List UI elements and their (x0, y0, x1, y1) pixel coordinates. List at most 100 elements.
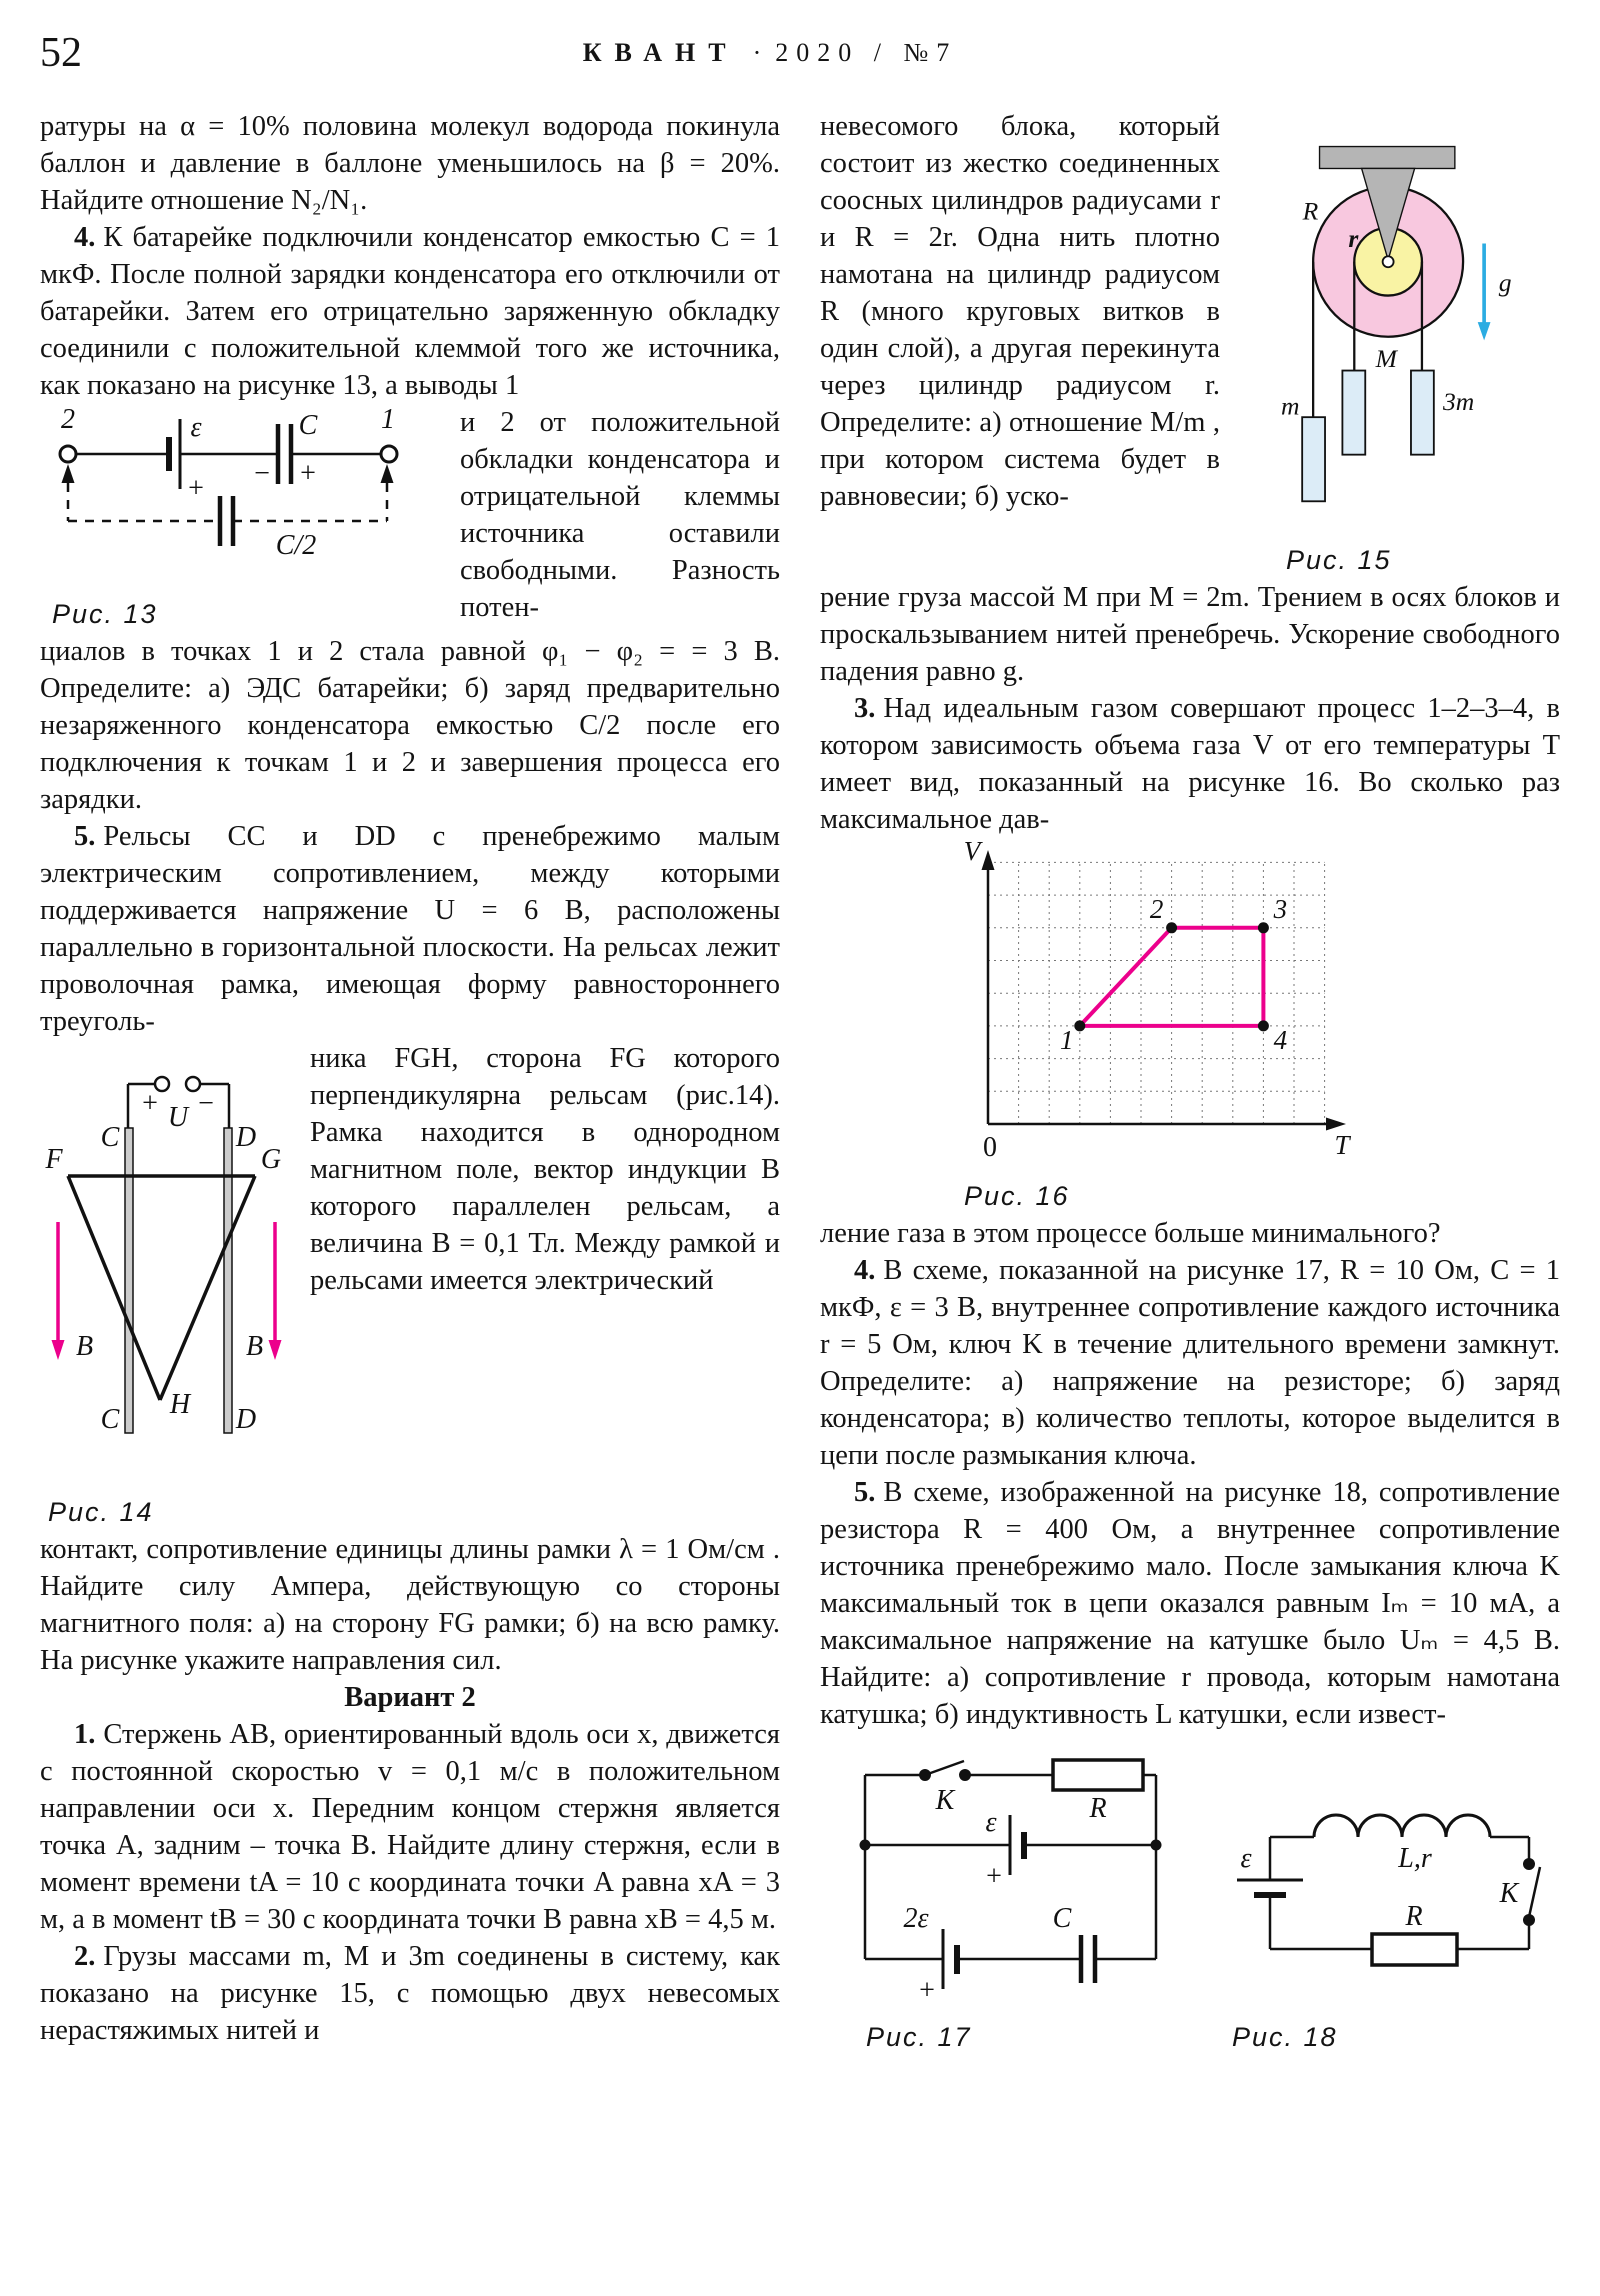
y-axis-label: V (964, 838, 984, 866)
header-separator: · (752, 38, 762, 67)
problem-number: 3. (854, 693, 876, 724)
inductor-coil (1312, 1813, 1492, 1838)
figure-13-row: 2 1 ε + − + C C/2 Рис. 13 и 2 от положит… (40, 404, 780, 633)
ceiling-bar (1318, 145, 1456, 170)
vertex-g-label: G (261, 1144, 281, 1175)
resistor-R-label: R (1088, 1793, 1106, 1824)
axis-arrow-right-icon (1326, 1117, 1346, 1131)
fig13-circuit-diagram: 2 1 ε + − + C C/2 (58, 404, 399, 561)
running-head: КВАНТ · 2020 / №7 (370, 38, 1170, 68)
figure-15: R r g m M 3m Рис. 15 (1240, 108, 1560, 579)
journal-issue: 2020 / №7 (775, 38, 958, 67)
capacitor-minus-label: − (254, 458, 270, 489)
problem-5-left: 5. Рельсы CC и DD с пренебрежимо малым эл… (40, 818, 780, 1040)
problem-5-continuation: контакт, сопротивление единицы длины рам… (40, 1534, 780, 1676)
capacitor-c-label: C (299, 410, 318, 441)
field-b-right-label: B (246, 1331, 263, 1362)
journal-title: КВАНТ (582, 38, 739, 67)
figure-13-caption: Рис. 13 (52, 599, 158, 629)
figure-13: 2 1 ε + − + C C/2 Рис. 13 (40, 404, 440, 633)
problem-5-right: 5. В схеме, изображенной на рисунке 18, с… (820, 1474, 1560, 1733)
radius-R-label: R (1302, 197, 1319, 226)
problem-number: 1. (74, 1719, 96, 1750)
problem-text: Над идеальным газом совершают процесс 1–… (820, 693, 1560, 835)
problem-text: Стержень AB, ориентированный вдоль оси x… (40, 1719, 780, 1935)
mass-m-label: m (1281, 391, 1299, 420)
problem-number: 4. (74, 222, 96, 253)
source-terminal-minus (184, 1075, 202, 1093)
switch-K (919, 1759, 971, 1781)
rail-c-bottom-label: C (101, 1404, 120, 1435)
fig16-plot: 1 2 3 4 V T 0 (964, 838, 1352, 1163)
terminal-2-label: 2 (61, 404, 75, 435)
right-column: невесомого блока, который состоит из жес… (820, 108, 1560, 2056)
rail-d-bottom-label: D (235, 1404, 256, 1435)
page-header: 52 КВАНТ · 2020 / №7 (40, 30, 1580, 96)
page-number: 52 (40, 30, 82, 76)
problem-text: Рельсы CC и DD с пренебрежимо малым элек… (40, 821, 780, 1037)
mass-3m-label: 3m (1442, 387, 1474, 416)
problem-4-continuation: циалов в точках 1 и 2 стала равной φ₁ − … (40, 636, 780, 815)
arrow-up-icon (61, 464, 75, 483)
strings (1312, 261, 1424, 418)
problem-5-wrap-text: ника FGH, сторона FG которого перпендику… (310, 1043, 780, 1296)
problem-number: 5. (854, 1477, 876, 1508)
terminal-1-label: 1 (381, 404, 395, 435)
emf-label: ε (1240, 1843, 1251, 1874)
rail-d-top-label: D (235, 1122, 256, 1153)
battery-plus-label: + (188, 473, 204, 504)
problem-3-right: 3. Над идеальным газом совершают процесс … (820, 690, 1560, 838)
figure-17-caption: Рис. 17 (866, 2022, 972, 2052)
g-label: g (1499, 268, 1512, 297)
state-point-3 (1257, 922, 1269, 934)
battery-symbol (1237, 1878, 1303, 1898)
rail-left (124, 1127, 134, 1434)
axis-arrow-up-icon (981, 850, 995, 870)
state-point-label: 4 (1274, 1025, 1288, 1055)
problem-2-wrap-text: невесомого блока, который состоит из жес… (820, 111, 1220, 512)
mass-M-block (1341, 369, 1367, 456)
mass-3m-block (1410, 369, 1435, 456)
emf-2e-label: 2ε (903, 1903, 928, 1934)
state-point-1 (1074, 1020, 1086, 1032)
field-arrow-down-icon (51, 1222, 65, 1360)
bottom-branch (865, 1929, 1156, 1989)
figure-14-row: + − U C D F G H C D B B Рис. 14 (40, 1040, 780, 1531)
loop-wires (1268, 1835, 1531, 1951)
plus-label: + (919, 1975, 935, 2006)
fig18-circuit-diagram: ε L,r K R (1237, 1813, 1542, 1967)
gravity-arrow-down-icon (1477, 243, 1491, 341)
fig16-grid (988, 861, 1326, 1124)
figure-18-caption: Рис. 18 (1232, 2022, 1338, 2052)
capacitor-c2-label: C/2 (276, 530, 316, 561)
figure-15-row: невесомого блока, который состоит из жес… (820, 108, 1560, 579)
figure-14-caption: Рис. 14 (48, 1497, 154, 1527)
left-column: ратуры на α = 10% половина молекул водор… (40, 108, 780, 2056)
problem-text: К батарейке подключили конденсатор емкос… (40, 222, 780, 401)
two-column-layout: ратуры на α = 10% половина молекул водор… (40, 108, 1580, 2056)
resistor-R (1370, 1932, 1459, 1967)
state-point-label: 1 (1060, 1025, 1074, 1055)
paragraph-continuation: ратуры на α = 10% половина молекул водор… (40, 111, 780, 216)
capacitor-C-label: C (1053, 1903, 1072, 1934)
switch-K-label: K (935, 1785, 956, 1816)
vertex-f-label: F (44, 1144, 63, 1175)
state-point-label: 3 (1273, 894, 1288, 924)
vertex-h-label: H (169, 1389, 192, 1420)
figure-16: 1 2 3 4 V T 0 Рис. 16 (948, 838, 1560, 1215)
terminal-1-node (379, 444, 399, 464)
axle (1381, 255, 1395, 269)
mass-M-label: M (1375, 344, 1399, 373)
battery-symbol (166, 419, 182, 489)
fig14-rails-diagram: + − U C D F G H C D B B (44, 1075, 282, 1435)
switch-K-label: K (1499, 1878, 1520, 1909)
outer-loop-wires (863, 1773, 1158, 1959)
problem-4-left: 4. К батарейке подключили конденсатор емк… (40, 219, 780, 404)
plus-label: + (142, 1088, 158, 1119)
fig16-axes (981, 850, 1346, 1131)
voltage-label: U (168, 1102, 190, 1133)
capacitor-plus-label: + (300, 458, 316, 489)
state-point-2 (1166, 922, 1178, 934)
dashed-connection (61, 464, 394, 546)
problem-text: В схеме, показанной на рисунке 17, R = 1… (820, 1255, 1560, 1471)
